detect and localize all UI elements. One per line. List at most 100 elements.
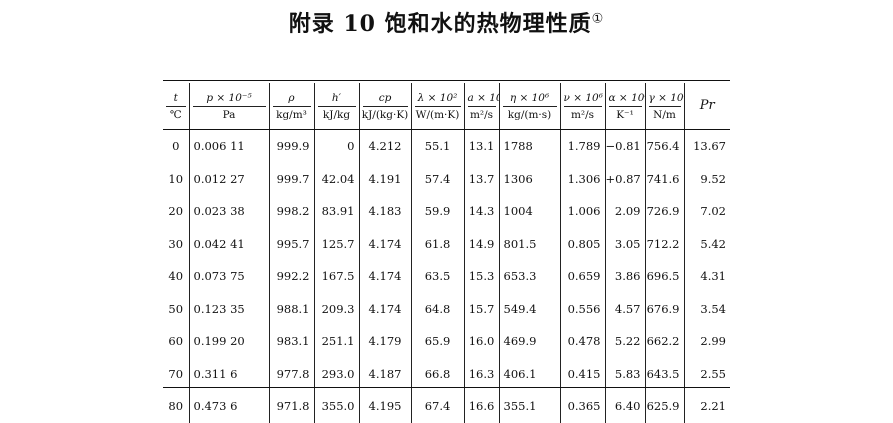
table-row: 0 0.006 11 999.9 0 4.212 55.1 13.1 1788 1.789 −0.… [163,129,730,163]
table-cell: 0.006 11 [188,129,269,163]
table-cell: 59.9 [410,195,464,228]
table-cell: 0 [172,139,180,154]
table-row: 60 0.199 20 983.1 251.1 4.179 65.9 16.0 469.9 0.… [163,325,730,358]
table-cell: 712.2 [644,227,684,260]
table-cell: 0 [313,129,359,163]
table-cell: 1.789 [559,129,605,163]
column-header-quantity: ρ [272,91,311,107]
table-cell: 60 [168,334,184,349]
column-header: ρ kg/m³ [268,83,314,130]
table-cell: 2.09 [604,195,645,228]
table-cell: 0.042 41 [188,227,269,260]
column-header-unit: N/m [653,108,676,121]
column-header-quantity: a × 10⁶ [467,91,499,107]
table-cell: 251.1 [313,325,359,358]
column-header-quantity: p × 10⁻⁵ [192,91,266,107]
table-cell: 3.86 [604,260,645,293]
table-cell: 406.1 [498,357,560,390]
column-header-unit: m²/s [570,108,595,121]
table-cell: 0.073 75 [188,260,269,293]
column-header-unit: ℃ [169,108,182,121]
table-cell: 0.659 [559,260,605,293]
table-cell: 293.0 [313,357,359,390]
table-cell: 549.4 [498,292,560,325]
title-footnote: ① [591,11,605,27]
table-cell: 1.006 [559,195,605,228]
table-cell: 16.6 [463,390,499,423]
table-cell: 1306 [498,162,560,195]
table-cell: 676.9 [644,292,684,325]
table-cell: 988.1 [268,292,314,325]
table-cell: −0.81 [604,129,645,163]
table-cell: 61.8 [410,227,464,260]
column-header-quantity: cp [362,91,408,107]
table-cell: 971.8 [268,390,314,423]
table-cell: 5.22 [604,325,645,358]
table-cell: 13.1 [463,129,499,163]
table-cell: 0.023 38 [188,195,269,228]
table-cell: 42.04 [313,162,359,195]
table-cell: 30 [168,236,184,251]
column-header-unit: kJ/kg [322,108,351,121]
table-cell: 696.5 [644,260,684,293]
column-header-unit: W/(m·K) [415,108,460,121]
table-row: 70 0.311 6 977.8 293.0 4.187 66.8 16.3 406.1 0.4… [163,357,730,390]
column-header-unit: m²/s [469,108,494,121]
table-cell: 977.8 [268,357,314,390]
table-cell: 57.4 [410,162,464,195]
column-header-unit: K⁻¹ [616,108,634,121]
column-header: cp kJ/(kg·K) [358,83,411,130]
table-cell: 0.311 6 [188,357,269,390]
table-cell: 741.6 [644,162,684,195]
table-cell: 4.195 [358,390,411,423]
table-cell: 625.9 [644,390,684,423]
table-cell: 0.473 6 [188,390,269,423]
table-cell: 66.8 [410,357,464,390]
table-cell: 4.174 [358,260,411,293]
table-cell: 4.187 [358,357,411,390]
table-cell: 4.31 [683,260,730,293]
table-row: 80 0.473 6 971.8 355.0 4.195 67.4 16.6 355.1 0.3… [163,390,730,423]
column-header: ν × 10⁶ m²/s [559,83,605,130]
column-header: t ℃ [163,83,189,130]
table-cell: 7.02 [683,195,730,228]
column-header: λ × 10² W/(m·K) [410,83,464,130]
table-cell: 63.5 [410,260,464,293]
table-cell: 13.7 [463,162,499,195]
table-row: 50 0.123 35 988.1 209.3 4.174 64.8 15.7 549.4 0.… [163,292,730,325]
table-cell: 65.9 [410,325,464,358]
table-cell: 5.83 [604,357,645,390]
column-header-unit: kJ/(kg·K) [361,108,409,121]
column-header-quantity: ν × 10⁶ [563,91,603,107]
table-cell: 125.7 [313,227,359,260]
table-cell: 983.1 [268,325,314,358]
table-cell: 209.3 [313,292,359,325]
column-header: η × 10⁶ kg/(m·s) [498,83,560,130]
table-cell: 756.4 [644,129,684,163]
saturated-water-table: t ℃ p × 10⁻⁵ Pa ρ kg/m³ h′ kJ/kg cp kJ/(kg·K) λ × … [163,83,730,423]
table-cell: 726.9 [644,195,684,228]
column-header: p × 10⁻⁵ Pa [188,83,269,130]
column-header-quantity: γ × 10⁴ [648,91,684,107]
column-header-quantity: α × 10⁴ [608,91,645,107]
table-header-row: t ℃ p × 10⁻⁵ Pa ρ kg/m³ h′ kJ/kg cp kJ/(kg·K) λ × … [163,83,730,130]
table-cell: 643.5 [644,357,684,390]
table-cell: 2.55 [683,357,730,390]
table-cell: +0.87 [604,162,645,195]
table-cell: 3.54 [683,292,730,325]
table-cell: 2.99 [683,325,730,358]
table-cell: 67.4 [410,390,464,423]
table-cell: 16.3 [463,357,499,390]
title-text: 附录 10 饱和水的热物理性质 [288,11,592,37]
table-cell: 999.7 [268,162,314,195]
table-row: 10 0.012 27 999.7 42.04 4.191 57.4 13.7 1306 1.3… [163,162,730,195]
table-cell: 64.8 [410,292,464,325]
column-header-unit: kg/m³ [276,108,307,121]
table-cell: 801.5 [498,227,560,260]
table-cell: 0.012 27 [188,162,269,195]
table-cell: 20 [168,204,184,219]
table-cell: 14.3 [463,195,499,228]
table-cell: 167.5 [313,260,359,293]
table-cell: 80 [168,399,184,414]
